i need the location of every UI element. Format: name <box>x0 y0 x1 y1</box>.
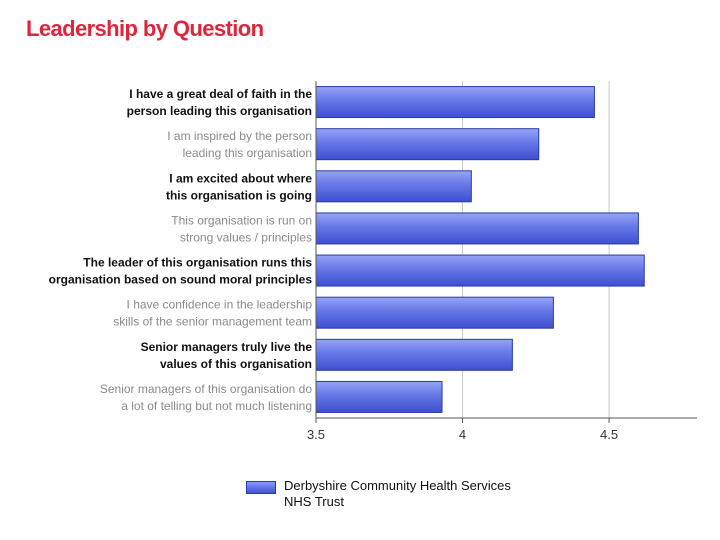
legend-swatch <box>246 481 276 494</box>
bar <box>315 338 513 371</box>
bar <box>315 380 443 413</box>
legend-label: Derbyshire Community Health Services NHS… <box>284 478 511 509</box>
chart-title: Leadership by Question <box>26 16 264 41</box>
category-label: I am inspired by the person leading this … <box>167 129 312 160</box>
category-label: This organisation is run on strong values… <box>171 213 312 244</box>
category-label: I have confidence in the leadership skill… <box>113 298 312 329</box>
category-label: Senior managers truly live the values of … <box>141 340 313 371</box>
bar <box>315 128 540 161</box>
bar <box>315 254 645 287</box>
category-label: The leader of this organisation runs thi… <box>49 256 313 287</box>
category-labels: I have a great deal of faith in the perso… <box>49 87 313 413</box>
bar <box>315 296 554 329</box>
bars <box>315 86 645 413</box>
x-tick-label: 4.5 <box>600 427 618 442</box>
x-tick-label: 4 <box>459 427 466 442</box>
category-label: Senior managers of this organisation do a… <box>100 382 312 413</box>
x-tick-label: 3.5 <box>307 427 325 442</box>
category-label: I have a great deal of faith in the perso… <box>127 87 313 118</box>
axes <box>315 81 697 423</box>
x-tick-labels: 3.5 4 4.5 <box>307 427 618 442</box>
bar <box>315 86 595 119</box>
legend: Derbyshire Community Health Services NHS… <box>246 478 524 510</box>
category-label: I am excited about where this organisatio… <box>166 171 312 202</box>
bar <box>315 170 472 203</box>
bar <box>315 212 639 245</box>
